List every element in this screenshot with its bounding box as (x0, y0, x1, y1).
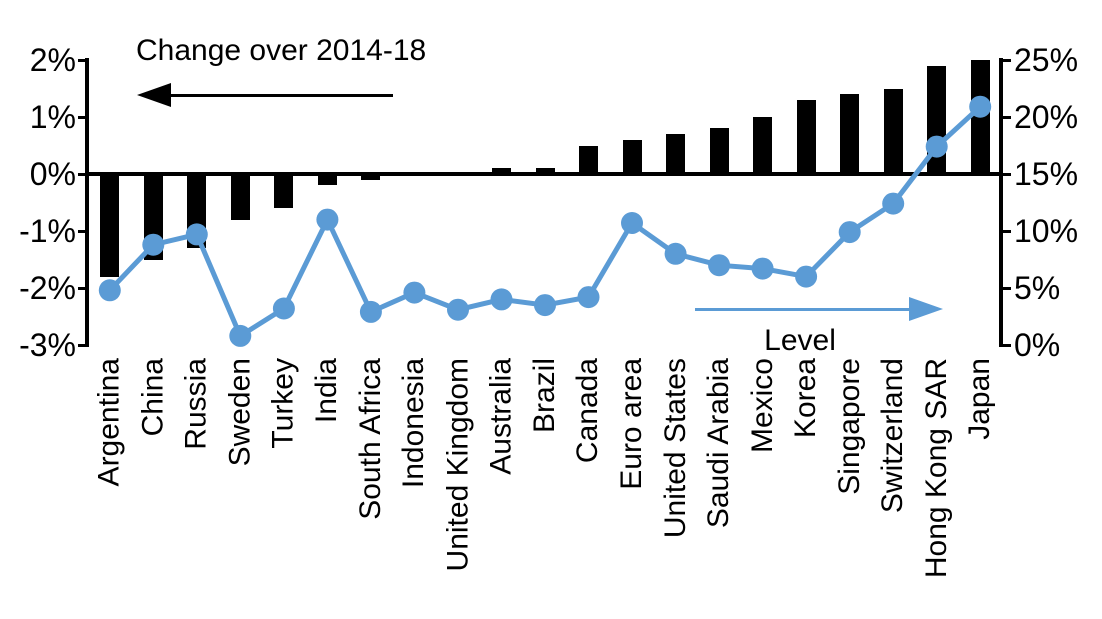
bar-south-africa (361, 174, 381, 180)
bar-brazil (535, 168, 555, 174)
left-axis-tick-label: 2% (29, 42, 76, 78)
left-axis-tick (78, 58, 86, 62)
bar-china (143, 174, 163, 260)
left-axis-tick-label: 0% (29, 156, 76, 192)
x-axis-label-switzerland: Switzerland (876, 358, 910, 514)
right-axis-tick (1003, 58, 1011, 62)
x-axis-label-russia: Russia (179, 358, 213, 450)
x-axis-label-canada: Canada (571, 358, 605, 464)
data-point-saudi-arabia (708, 254, 731, 277)
bar-argentina (100, 174, 120, 277)
bar-hong-kong-sar (927, 65, 947, 174)
x-axis-label-china: China (136, 358, 170, 437)
bar-australia (492, 168, 511, 174)
left-y-axis (85, 58, 89, 347)
x-axis-label-saudi-arabia: Saudi Arabia (702, 358, 736, 529)
data-point-turkey (272, 297, 295, 320)
data-point-united-states (664, 242, 687, 265)
bar-singapore (840, 94, 860, 174)
data-point-sweden (229, 324, 252, 347)
right-axis-tick-label: 5% (1014, 270, 1061, 306)
bar-saudi-arabia (709, 128, 729, 174)
data-point-mexico (751, 257, 774, 280)
x-axis-label-mexico: Mexico (745, 358, 779, 454)
bar-switzerland (883, 88, 903, 174)
x-axis-label-united-states: United States (658, 358, 692, 539)
left-arrow-line (162, 94, 393, 97)
right-y-axis (999, 58, 1003, 347)
bar-russia (187, 174, 207, 249)
x-axis-label-brazil: Brazil (528, 358, 561, 434)
right-arrow-head-icon (909, 297, 943, 321)
right-axis-tick-label: 0% (1014, 327, 1061, 363)
bar-korea (796, 99, 816, 174)
bar-sweden (230, 174, 250, 220)
data-point-argentina (98, 279, 121, 302)
right-axis-tick-label: 10% (1014, 213, 1079, 249)
bar-japan (970, 60, 990, 174)
data-point-korea (795, 265, 818, 288)
x-axis-label-japan: Japan (963, 358, 997, 440)
left-axis-tick-label: 1% (29, 99, 76, 135)
left-axis-tick (78, 115, 86, 119)
data-point-india (316, 208, 339, 231)
x-axis-label-united-kingdom: United Kingdom (441, 358, 474, 572)
bar-mexico (753, 117, 773, 174)
right-axis-tick (1003, 343, 1011, 347)
right-axis-tick-label: 20% (1014, 99, 1079, 135)
bar-euro-area (622, 139, 642, 174)
right-arrow-line (695, 308, 913, 311)
x-axis-label-turkey: Turkey (266, 358, 300, 449)
right-axis-tick (1003, 115, 1011, 119)
x-axis-label-sweden: Sweden (223, 358, 257, 467)
left-axis-tick-label: -3% (19, 327, 76, 363)
left-axis-tick (78, 286, 86, 290)
x-axis-label-south-africa: South Africa (353, 358, 387, 520)
data-point-canada (577, 286, 600, 309)
left-axis-tick (78, 172, 86, 176)
x-axis-label-india: India (310, 358, 344, 424)
x-axis-label-euro-area: Euro area (615, 358, 648, 490)
x-axis-label-indonesia: Indonesia (397, 358, 431, 489)
bar-turkey (274, 174, 294, 209)
right-axis-tick (1003, 229, 1011, 233)
right-axis-tick (1003, 172, 1011, 176)
left-axis-tick (78, 229, 86, 233)
data-point-united-kingdom (447, 298, 469, 321)
bar-canada (579, 145, 598, 174)
right-axis-tick-label: 15% (1014, 156, 1079, 192)
data-point-euro-area (621, 212, 643, 234)
bar-series-annotation-label: Change over 2014-18 (136, 34, 427, 67)
left-axis-tick-label: -1% (19, 213, 76, 249)
left-axis-tick (78, 343, 86, 347)
data-point-brazil (534, 294, 556, 317)
x-axis-label-australia: Australia (484, 358, 518, 475)
x-axis-label-korea: Korea (789, 358, 823, 439)
bar-united-states (666, 134, 686, 174)
data-point-indonesia (403, 281, 426, 304)
data-point-south-africa (359, 300, 382, 323)
right-axis-tick-label: 25% (1014, 42, 1079, 78)
left-axis-tick-label: -2% (19, 270, 76, 306)
x-axis-label-singapore: Singapore (832, 358, 866, 495)
data-point-singapore (838, 221, 861, 244)
left-arrow-head-icon (137, 83, 171, 107)
data-point-australia (490, 288, 513, 311)
x-axis-label-argentina: Argentina (92, 358, 126, 487)
bar-india (317, 174, 337, 186)
right-axis-tick (1003, 286, 1011, 290)
x-axis-label-hong-kong-sar: Hong Kong SAR (919, 358, 953, 579)
data-point-switzerland (882, 192, 905, 215)
line-series-annotation-label: Level (764, 324, 836, 357)
